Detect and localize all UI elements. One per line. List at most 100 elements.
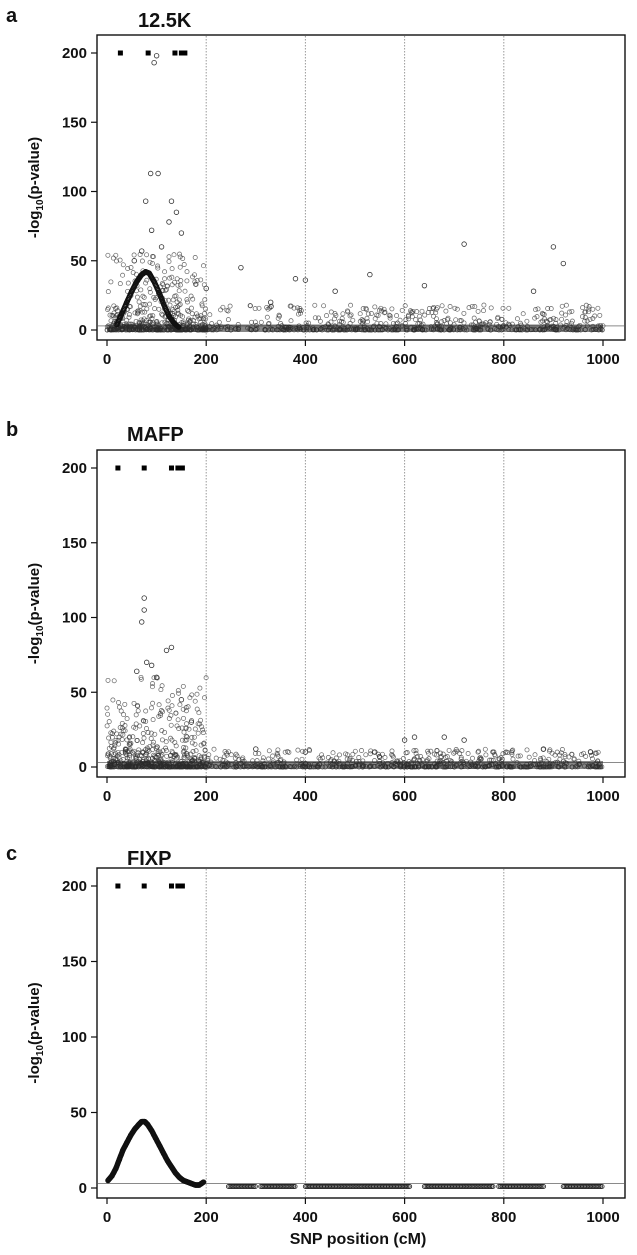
snp-point: [328, 309, 334, 315]
snp-point: [177, 282, 183, 288]
marker-square: [115, 883, 121, 889]
snp-point: [128, 265, 134, 270]
panel-a: a 12.5K -log10(p-value) 0 50 100 150 200 0 200 400…: [6, 5, 626, 368]
y-tick-label: 100: [62, 610, 87, 627]
x-tick-label: 1000: [586, 351, 619, 368]
snp-point: [105, 751, 111, 757]
snp-point: [461, 737, 467, 743]
marker-square: [178, 50, 184, 56]
snp-point: [181, 729, 187, 735]
curve-point: [200, 1179, 207, 1185]
snp-point: [169, 274, 175, 280]
snp-point: [108, 318, 114, 324]
marker-square: [168, 883, 174, 889]
snp-point: [104, 705, 110, 711]
y-axis-title: -log10(p-value): [26, 137, 46, 238]
plot-frame: [96, 867, 626, 1199]
snp-point: [413, 748, 419, 754]
snp-point: [133, 725, 139, 731]
snp-point: [559, 303, 565, 309]
snp-point: [159, 683, 165, 689]
snp-point: [586, 309, 591, 315]
snp-point: [406, 316, 412, 322]
snp-point: [188, 318, 193, 323]
snp-point: [118, 708, 124, 714]
snp-point: [181, 745, 187, 750]
snp-point: [510, 747, 516, 753]
snp-point: [382, 309, 388, 315]
snp-point: [124, 716, 130, 722]
snp-point: [153, 674, 160, 680]
snp-point: [185, 299, 190, 305]
snp-point: [106, 719, 112, 725]
snp-point: [595, 305, 601, 311]
snp-point: [148, 227, 155, 233]
snp-point: [162, 729, 168, 735]
snp-point: [180, 683, 186, 689]
snp-point: [107, 312, 113, 318]
snp-point: [363, 305, 369, 311]
snp-point: [404, 1184, 410, 1190]
snp-point: [220, 304, 226, 310]
snp-point: [134, 294, 140, 300]
snp-point: [375, 313, 381, 318]
snp-point: [122, 746, 128, 752]
snp-point: [203, 675, 209, 681]
marker-square: [175, 465, 181, 471]
snp-point: [286, 749, 292, 755]
snp-point: [142, 309, 148, 315]
snp-point: [264, 314, 270, 320]
snp-point: [270, 753, 276, 759]
snp-point: [171, 252, 177, 258]
snp-point: [430, 306, 436, 311]
snp-point: [459, 748, 465, 754]
snp-point: [290, 1184, 296, 1190]
snp-point: [125, 266, 131, 271]
snp-point: [136, 747, 142, 753]
snp-point: [181, 715, 186, 721]
snp-point: [234, 753, 240, 759]
snp-point: [469, 303, 475, 309]
snp-point: [145, 730, 151, 735]
snp-point: [495, 314, 501, 320]
snp-point: [169, 693, 175, 698]
snp-point: [188, 719, 195, 725]
snp-point: [360, 306, 366, 312]
snp-point: [559, 310, 565, 316]
snp-point: [138, 676, 144, 682]
snp-point: [324, 313, 329, 319]
snp-point: [180, 256, 186, 261]
snp-point: [193, 748, 199, 754]
snp-point: [213, 755, 219, 761]
snp-point: [166, 259, 172, 264]
y-tick-label: 150: [62, 114, 87, 131]
snp-point: [156, 752, 162, 758]
snp-point: [181, 748, 187, 754]
snp-point: [316, 755, 322, 761]
snp-point: [339, 316, 345, 321]
x-tick-label: 0: [103, 351, 111, 368]
snp-point: [192, 726, 198, 732]
snp-point: [192, 255, 198, 260]
snp-point: [530, 288, 537, 294]
snp-point: [158, 708, 164, 713]
snp-point: [178, 697, 185, 703]
snp-point: [500, 305, 506, 311]
snp-point: [368, 311, 374, 316]
snp-point: [559, 316, 565, 322]
x-tick-label: 0: [103, 1209, 111, 1226]
x-tick-label: 0: [103, 788, 111, 805]
snp-point: [483, 752, 489, 758]
snp-point: [130, 750, 136, 755]
snp-point: [275, 753, 281, 759]
snp-point: [249, 1184, 255, 1190]
snp-point: [130, 734, 136, 740]
snp-point: [548, 306, 554, 312]
snp-point: [544, 319, 550, 325]
snp-point: [139, 248, 145, 254]
y-tick-label: 50: [70, 253, 87, 270]
snp-point: [195, 313, 201, 319]
x-tick-label: 1000: [586, 1209, 619, 1226]
snp-point: [365, 311, 371, 317]
snp-point: [147, 313, 153, 319]
